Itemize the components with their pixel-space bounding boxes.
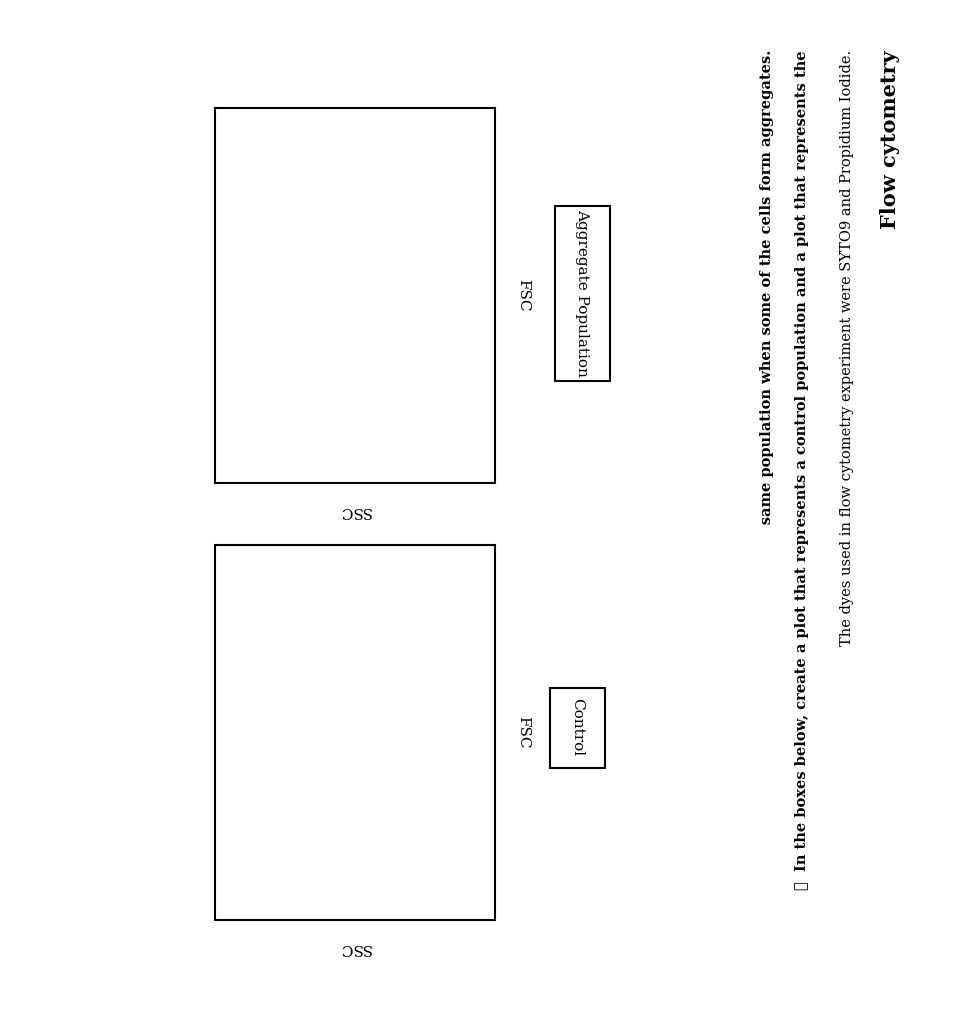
Text: same population when some of the cells form aggregates.: same population when some of the cells f… [760, 50, 773, 555]
Text: Control: Control [570, 698, 584, 757]
Text: Flow cytometry: Flow cytometry [879, 50, 899, 228]
Text: The dyes used in flow cytometry experiment were SYTO9 and Propidium Iodide.: The dyes used in flow cytometry experime… [840, 50, 853, 646]
Text: ❖  In the boxes below, create a plot that represents a control population and a : ❖ In the boxes below, create a plot that… [794, 50, 808, 890]
Text: FSC: FSC [516, 280, 530, 311]
Text: SSC: SSC [338, 504, 371, 518]
Bar [550, 687, 604, 768]
Bar [214, 545, 495, 920]
Bar [214, 108, 495, 483]
Text: Aggregate Population: Aggregate Population [575, 209, 589, 377]
Text: FSC: FSC [516, 716, 530, 749]
Text: SSC: SSC [338, 941, 371, 955]
Bar [555, 206, 609, 381]
